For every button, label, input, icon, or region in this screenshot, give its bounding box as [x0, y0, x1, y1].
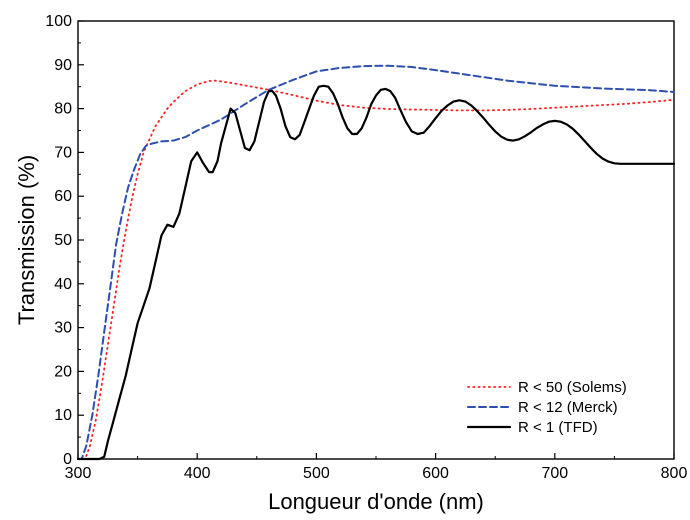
y-tick-label: 40 — [54, 276, 72, 293]
x-tick-label: 400 — [184, 465, 211, 482]
x-tick-label: 800 — [661, 465, 688, 482]
series-layer — [76, 64, 676, 461]
plot-area: 300 400 500 600 700 800 0 10 20 30 40 50 60 70 80 90 10… — [45, 13, 687, 482]
legend: R < 50 (Solems) R < 12 (Merck) R < 1 (TFD) — [466, 379, 627, 436]
x-tick-label: 700 — [541, 465, 568, 482]
y-axis-title: Transmission (%) — [14, 155, 39, 325]
legend-label-3: R < 1 (TFD) — [518, 419, 598, 436]
y-tick-label: 0 — [63, 451, 72, 468]
y-tick-label: 20 — [54, 363, 72, 380]
legend-label-1: R < 50 (Solems) — [518, 379, 627, 396]
y-tick-label: 60 — [54, 188, 72, 205]
x-tick-label: 500 — [303, 465, 330, 482]
y-tick-label: 100 — [45, 13, 72, 30]
y-tick-label: 80 — [54, 101, 72, 118]
x-axis-ticks: 300 400 500 600 700 800 — [65, 453, 688, 482]
y-tick-label: 90 — [54, 57, 72, 74]
y-tick-label: 50 — [54, 232, 72, 249]
series-line-1 — [77, 79, 675, 460]
legend-label-2: R < 12 (Merck) — [518, 399, 618, 416]
y-axis-ticks: 0 10 20 30 40 50 60 70 80 90 100 — [45, 13, 84, 468]
y-tick-label: 70 — [54, 144, 72, 161]
y-tick-label: 10 — [54, 407, 72, 424]
y-tick-label: 30 — [54, 320, 72, 337]
x-tick-label: 600 — [422, 465, 449, 482]
x-tick-label: 300 — [65, 465, 92, 482]
series-line-3 — [76, 84, 676, 461]
x-axis-title: Longueur d'onde (nm) — [268, 489, 484, 514]
